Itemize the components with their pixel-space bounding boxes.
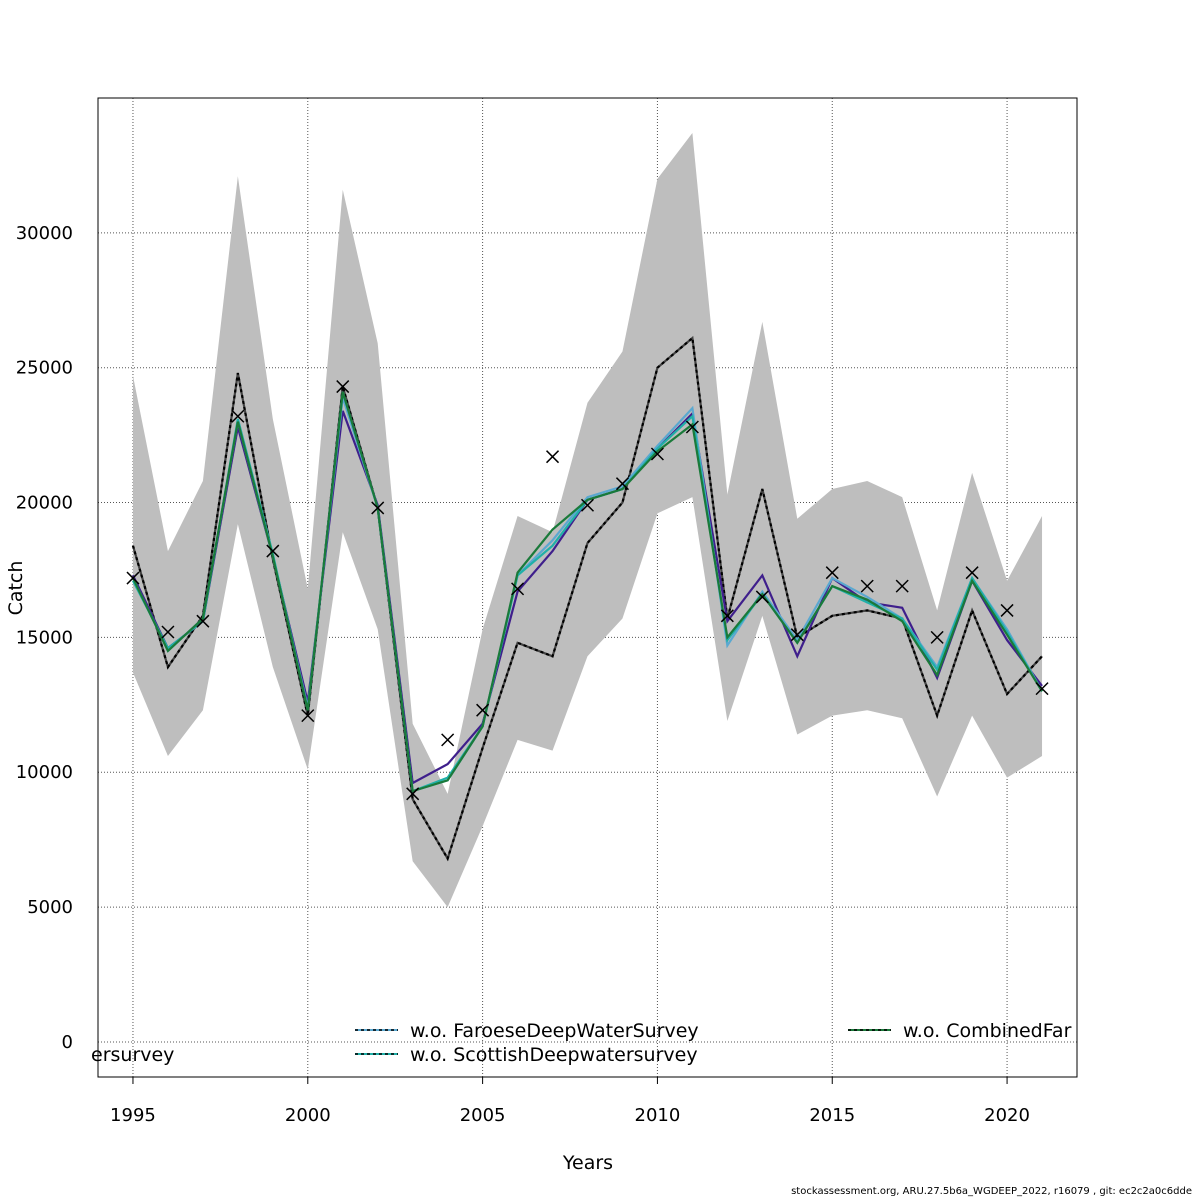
- observed-point-2020: [1000, 603, 1014, 617]
- y-tick-label-20000: 20000: [16, 493, 73, 514]
- observed-point-1999: [266, 544, 280, 558]
- observed-point-2016: [860, 579, 874, 593]
- observed-point-2014: [790, 628, 804, 642]
- axis-ticks: 1995 2000 2005 2010 2015 2020 0 5000 10000 15000 2…: [16, 223, 1030, 1126]
- x-tick-label-1995: 1995: [110, 1105, 156, 1126]
- observed-point-2001: [336, 380, 350, 394]
- legend-label-clipped: ersurvey: [91, 1044, 174, 1066]
- y-tick-label-25000: 25000: [16, 358, 73, 379]
- series-0-line: [131, 335, 1043, 862]
- observed-point-2003: [406, 787, 420, 801]
- observed-point-2008: [580, 498, 595, 512]
- observed-point-1996: [161, 625, 175, 639]
- footer-credit: stockassessment.org, ARU.27.5b6a_WGDEEP_…: [791, 1186, 1192, 1197]
- observed-point-2019: [965, 566, 979, 580]
- series-layer: [131, 335, 1043, 862]
- confidence-band: [132, 133, 1043, 908]
- y-tick-label-30000: 30000: [16, 223, 73, 244]
- observed-point-2015: [825, 566, 839, 580]
- series-4-line: [131, 391, 1043, 793]
- observed-point-2000: [301, 709, 315, 723]
- y-tick-label-15000: 15000: [16, 627, 73, 648]
- x-tick-label-2010: 2010: [635, 1105, 681, 1126]
- observed-point-1995: [126, 571, 140, 585]
- observed-point-2006: [511, 582, 525, 596]
- observed-point-2007: [546, 450, 560, 464]
- observed-point-2017: [895, 579, 909, 593]
- observed-point-1998: [231, 409, 245, 423]
- legend-label-scottish: w.o. ScottishDeepwatersurvey: [410, 1044, 698, 1066]
- x-axis-title: Years: [562, 1152, 613, 1174]
- observed-point-2011: [685, 420, 699, 434]
- observed-point-2005: [476, 703, 490, 717]
- y-axis-title: Catch: [5, 561, 27, 616]
- observed-point-2013: [755, 590, 769, 604]
- observed-point-2002: [371, 501, 385, 515]
- legend-label-faroese: w.o. FaroeseDeepWaterSurvey: [410, 1020, 699, 1042]
- x-tick-label-2015: 2015: [809, 1105, 855, 1126]
- observed-point-1997: [196, 614, 210, 628]
- plot-frame: [97, 97, 1078, 1078]
- confidence-band-layer: [132, 133, 1043, 908]
- observed-point-2021: [1035, 682, 1049, 696]
- y-tick-label-10000: 10000: [16, 762, 73, 783]
- y-tick-label-5000: 5000: [27, 897, 73, 918]
- legend: w.o. FaroeseDeepWaterSurvey w.o. Scottis…: [91, 1010, 1200, 1070]
- legend-label-combined: w.o. CombinedFar: [903, 1020, 1072, 1042]
- legend-mask-right: [1078, 1010, 1200, 1070]
- observed-point-2018: [930, 630, 944, 644]
- observed-point-2004: [441, 733, 455, 747]
- x-tick-label-2005: 2005: [460, 1105, 506, 1126]
- observed-markers: [126, 380, 1049, 801]
- observed-point-2009: [615, 477, 629, 491]
- observed-point-2012: [720, 609, 734, 623]
- observed-point-2010: [650, 447, 664, 461]
- x-tick-label-2000: 2000: [285, 1105, 331, 1126]
- x-tick-label-2020: 2020: [984, 1105, 1030, 1126]
- y-tick-label-0: 0: [62, 1032, 73, 1053]
